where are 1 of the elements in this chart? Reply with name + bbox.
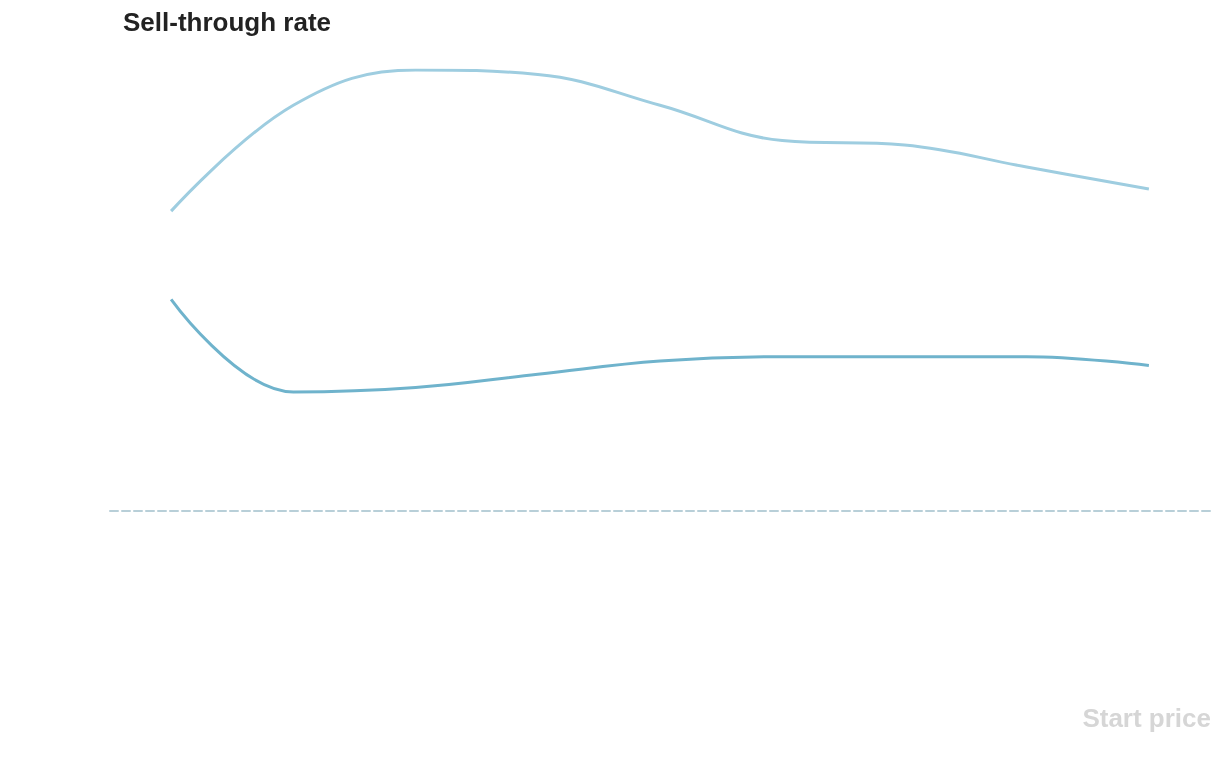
chart-title: Sell-through rate	[123, 7, 332, 37]
